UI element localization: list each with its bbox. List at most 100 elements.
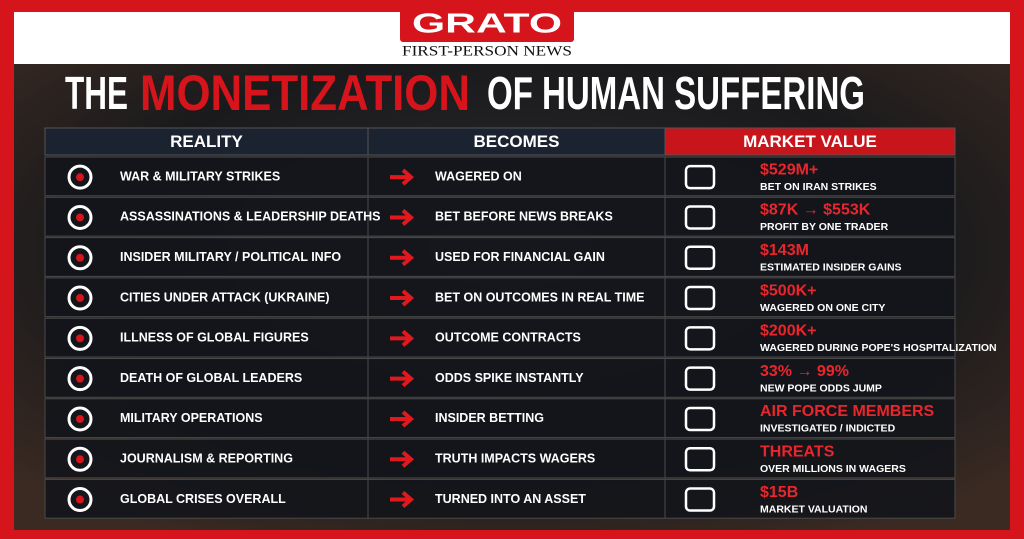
row-icon: [67, 446, 93, 472]
row-icon: [67, 245, 93, 271]
row-cell: [367, 156, 666, 197]
row-cell: [44, 317, 369, 358]
value-note: OVER MILLIONS IN WAGERS: [760, 463, 906, 475]
becomes-text: INSIDER BETTING: [435, 411, 544, 425]
value-text: $500K+: [760, 282, 817, 299]
value-text: $87K → $553K: [760, 202, 871, 219]
row-icon-dot: [76, 334, 84, 343]
becomes-text: BET ON OUTCOMES IN REAL TIME: [435, 290, 645, 304]
title-rest: OF HUMAN SUFFERING: [487, 67, 865, 119]
title-highlight: MONETIZATION: [140, 65, 470, 121]
value-text: AIR FORCE MEMBERS: [760, 403, 935, 420]
row-icon: [67, 285, 93, 311]
row-cell: [367, 438, 666, 479]
value-text: THREATS: [760, 443, 835, 460]
table: REALITY BECOMES MARKET VALUE WAR & MILITARY…: [44, 127, 997, 519]
row-cell: [367, 237, 666, 277]
value-text: $200K+: [760, 323, 817, 340]
column-header-label: MARKET VALUE: [743, 132, 877, 151]
reality-text: ILLNESS OF GLOBAL FIGURES: [120, 331, 309, 345]
arrow-icon: [390, 249, 415, 267]
reality-text: CITIES UNDER ATTACK (UKRAINE): [120, 290, 329, 304]
arrow-icon: [390, 410, 415, 428]
column-header: [44, 127, 369, 156]
row-cell: [367, 317, 666, 358]
row-cell: [367, 196, 666, 237]
tagline: FIRST-PERSON NEWS: [402, 43, 572, 59]
row-icon: [67, 406, 93, 432]
becomes-text: USED FOR FINANCIAL GAIN: [435, 250, 605, 264]
reality-text: ASSASSINATIONS & LEADERSHIP DEATHS: [120, 210, 380, 224]
row-cell: [367, 358, 666, 398]
value-icon: [684, 406, 716, 432]
row-icon: [67, 325, 93, 351]
arrow-icon: [390, 168, 415, 186]
row-icon-dot: [76, 455, 84, 464]
column-header-label: REALITY: [170, 132, 243, 151]
row-cell: [44, 398, 369, 439]
title-lead: THE: [65, 67, 128, 119]
reality-text: GLOBAL CRISES OVERALL: [120, 492, 286, 506]
becomes-text: OUTCOME CONTRACTS: [435, 331, 581, 345]
value-text: $15B: [760, 484, 798, 501]
value-note: NEW POPE ODDS JUMP: [760, 382, 882, 394]
value-icon: [684, 326, 716, 351]
becomes-text: WAGERED ON: [435, 169, 522, 183]
value-note: MARKET VALUATION: [760, 503, 868, 515]
row-cell: [44, 478, 369, 519]
reality-text: MILITARY OPERATIONS: [120, 411, 263, 425]
becomes-text: TURNED INTO AN ASSET: [435, 492, 586, 506]
row-icon-dot: [76, 495, 84, 504]
row-cell: [367, 478, 666, 519]
column-header-label: BECOMES: [474, 132, 560, 151]
row-icon-dot: [76, 253, 84, 262]
value-note: ESTIMATED INSIDER GAINS: [760, 262, 902, 274]
row-icon-dot: [76, 374, 84, 383]
reality-text: JOURNALISM & REPORTING: [120, 452, 293, 466]
arrow-icon: [390, 370, 415, 388]
reality-text: DEATH OF GLOBAL LEADERS: [120, 371, 302, 385]
row-cell: [44, 358, 369, 398]
value-note: BET ON IRAN STRIKES: [760, 181, 877, 193]
value-icon: [684, 245, 716, 270]
becomes-text: BET BEFORE NEWS BREAKS: [435, 210, 613, 224]
value-icon: [684, 285, 716, 311]
row-icon-dot: [76, 173, 84, 182]
logo: GRATO: [412, 7, 562, 38]
value-icon: [684, 366, 716, 391]
arrow-icon: [390, 450, 415, 468]
row-cell: [44, 438, 369, 479]
row-icon: [67, 487, 93, 513]
arrow-icon: [390, 329, 415, 347]
row-icon: [67, 164, 93, 190]
value-note: PROFIT BY ONE TRADER: [760, 221, 889, 233]
value-icon: [684, 205, 716, 230]
row-cell: [664, 398, 956, 439]
row-cell: [367, 398, 666, 439]
value-icon: [684, 447, 716, 472]
row-icon-dot: [76, 294, 84, 303]
row-cell: [367, 277, 666, 318]
arrow-icon: [390, 208, 415, 226]
reality-text: WAR & MILITARY STRIKES: [120, 169, 280, 183]
row-icon-dot: [76, 414, 84, 423]
arrow-icon: [390, 289, 415, 307]
value-text: $143M: [760, 242, 809, 259]
value-note: INVESTIGATED / INDICTED: [760, 423, 896, 435]
column-header: [367, 127, 666, 156]
column-header: [664, 127, 956, 156]
value-note: WAGERED ON ONE CITY: [760, 302, 885, 314]
value-text: $529M+: [760, 161, 818, 178]
row-cell: [44, 237, 369, 277]
row-icon: [67, 366, 93, 392]
value-note: WAGERED DURING POPE'S HOSPITALIZATION: [760, 342, 997, 354]
row-cell: [44, 156, 369, 197]
row-cell: [44, 277, 369, 318]
logo-box: [400, 6, 574, 42]
row-icon: [67, 204, 93, 230]
becomes-text: TRUTH IMPACTS WAGERS: [435, 452, 595, 466]
row-icon-dot: [76, 213, 84, 222]
value-icon: [684, 164, 716, 190]
becomes-text: ODDS SPIKE INSTANTLY: [435, 371, 584, 385]
